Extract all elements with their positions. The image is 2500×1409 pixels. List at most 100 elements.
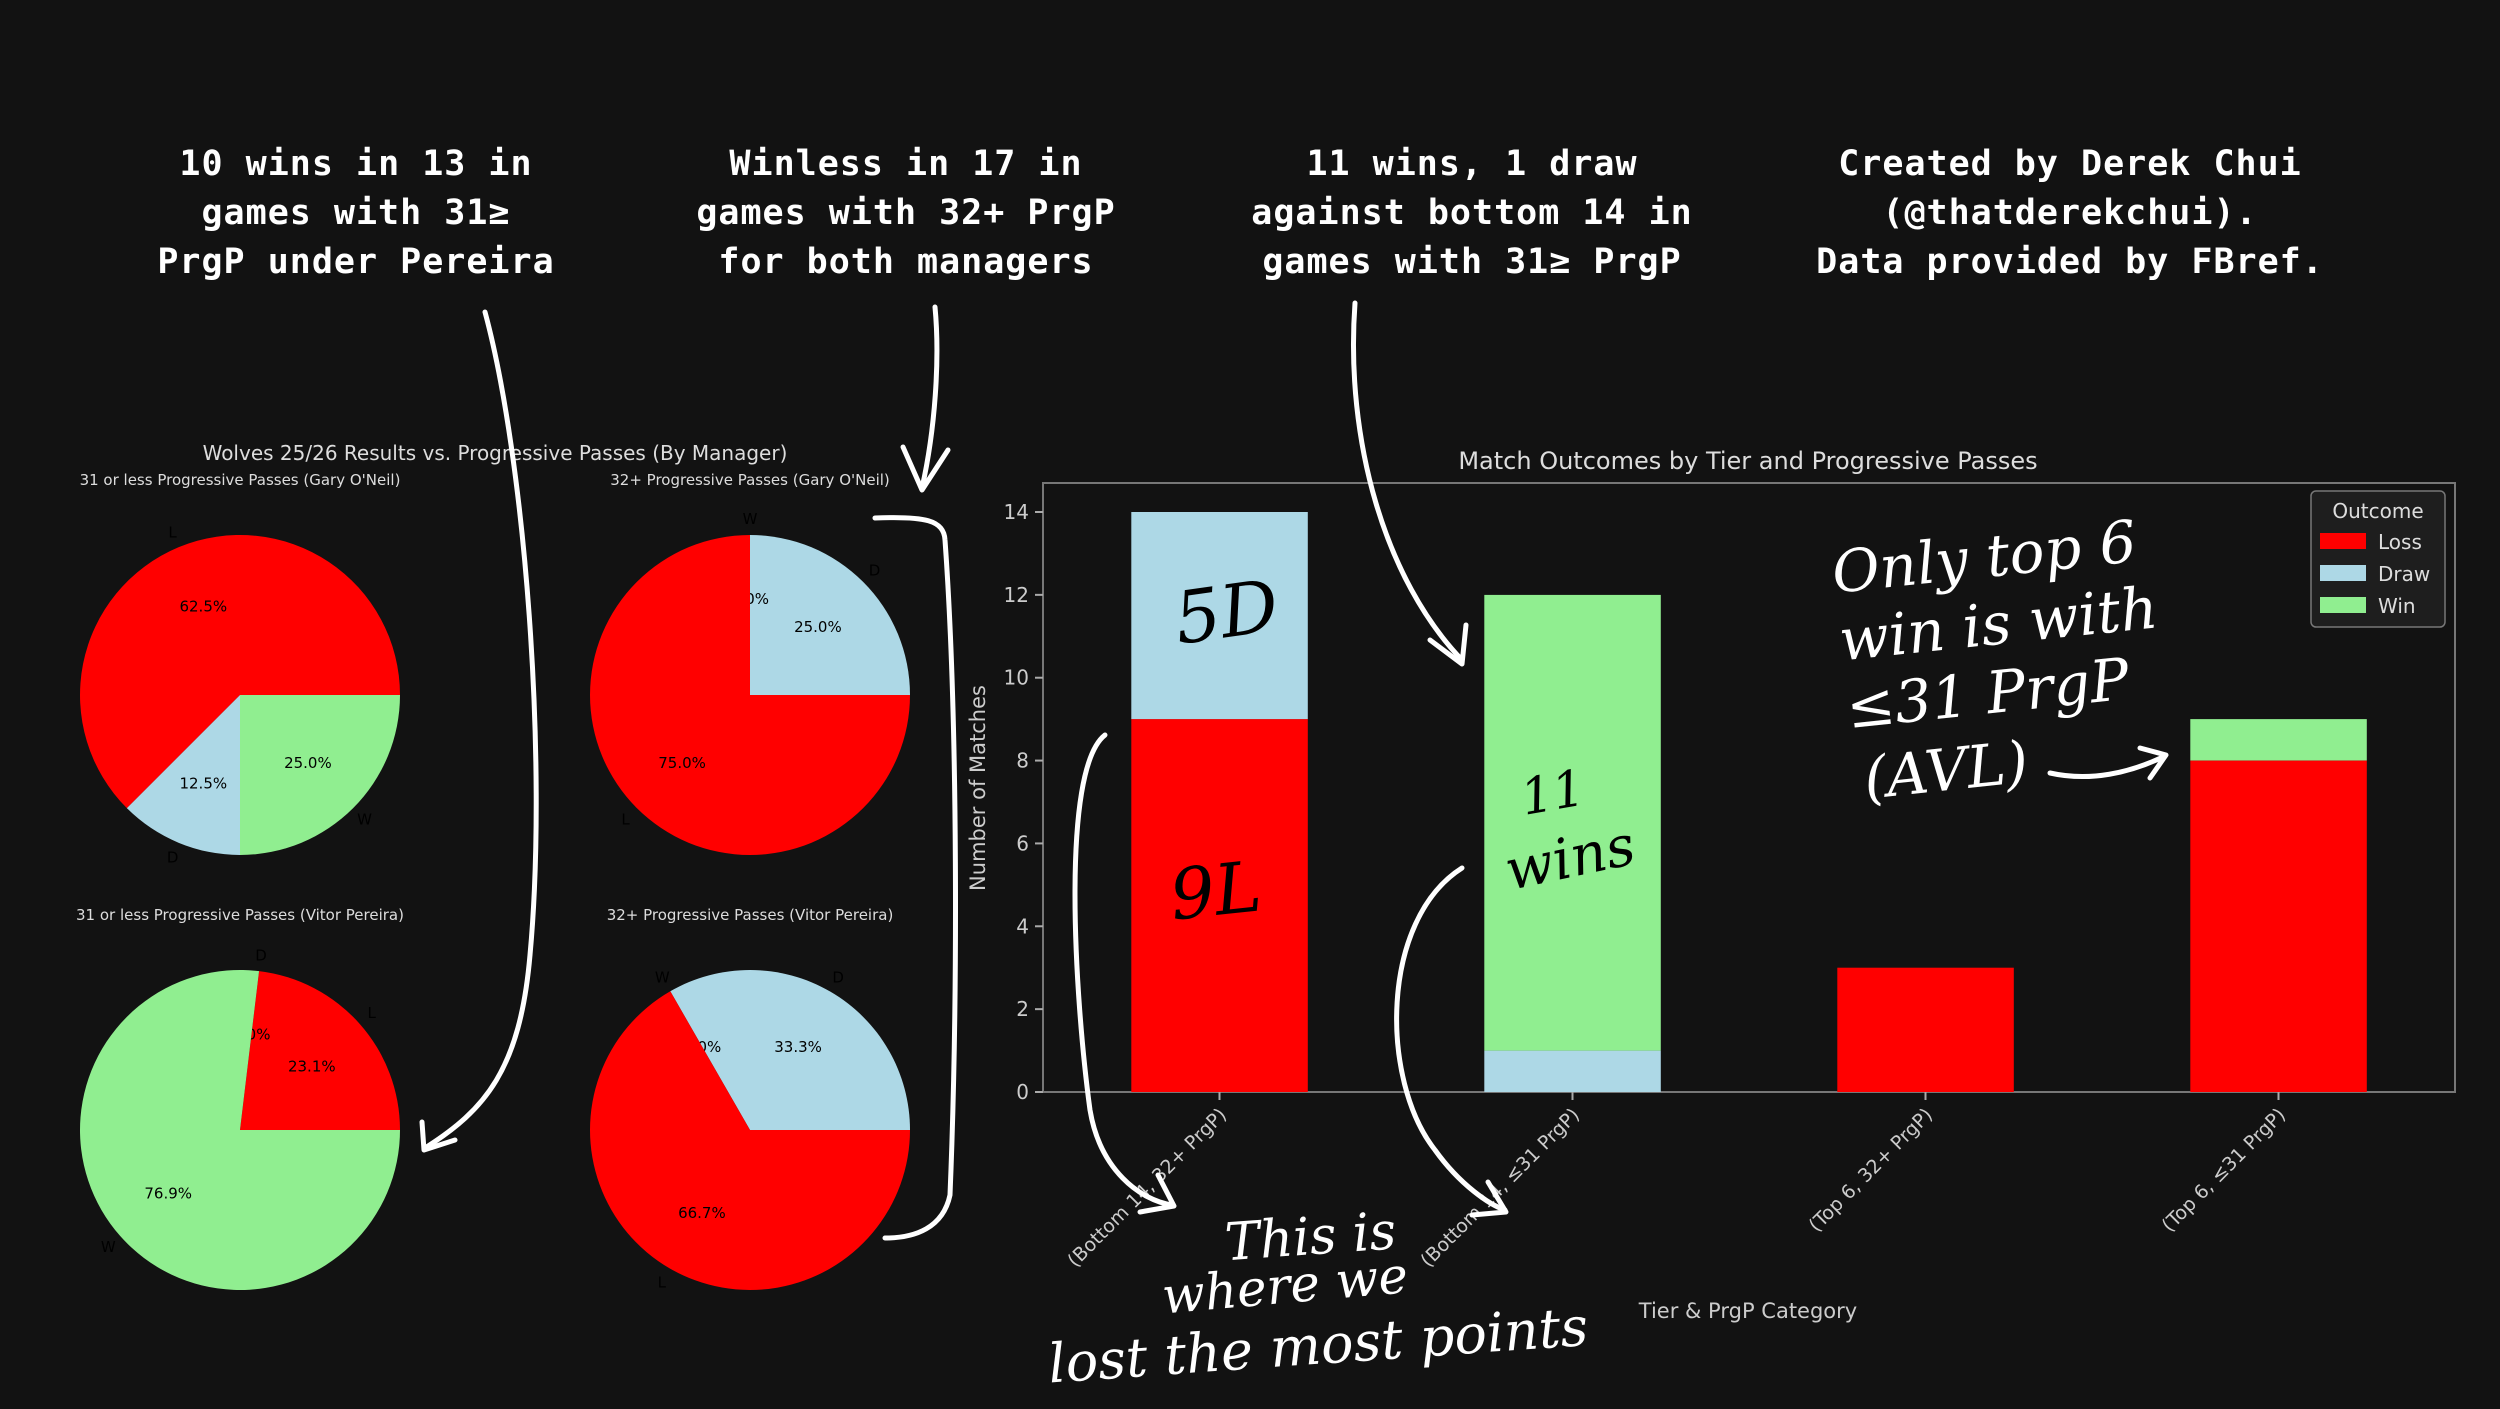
pie-chart-oneil-low: 31 or less Progressive Passes (Gary O'Ne… [80,471,401,867]
x-tick-label: (Top 6, 32+ PrgP) [1805,1104,1937,1236]
bar-segment-win [2190,719,2367,761]
pie-slice-L [590,535,910,855]
note-top6: Only top 6 win is with ≤31 PrgP (AVL) [1829,507,2161,813]
pie-category-label: D [255,946,267,964]
y-tick-label: 0 [1016,1080,1029,1104]
note-nine-losses: 9L [1166,845,1265,936]
pie-pct-label: 66.7% [678,1204,726,1222]
y-tick-label: 14 [1004,500,1029,524]
pie-chart-pereira-high: 32+ Progressive Passes (Vitor Pereira) 3… [590,906,910,1291]
note-five-draws: 5D [1169,563,1283,661]
pie-slice-L [79,535,400,809]
pie-suptitle: Wolves 25/26 Results vs. Progressive Pas… [203,441,788,465]
bar-series [1131,512,2367,1092]
pie-slice-D [126,695,240,855]
arrow-to-top6-low-bar [2047,753,2168,780]
pie-pct-label: 75.0% [658,754,706,772]
pie-category-label: W [357,811,372,829]
bar-chart-title: Match Outcomes by Tier and Progressive P… [1458,447,2037,475]
bar-x-axis-label: Tier & PrgP Category [1638,1299,1857,1323]
pie-pct-label: 12.5% [179,775,227,793]
y-tick-label: 10 [1004,666,1029,690]
note-lost-points: This is where we lost the most points [1046,1201,1590,1395]
pie-pct-label: 25.0% [794,618,842,636]
arrowhead [1469,1179,1509,1218]
brace-32plus [872,515,958,1241]
y-tick-label: 6 [1016,831,1029,855]
pie-pct-label: 33.3% [774,1038,822,1056]
pie-title: 31 or less Progressive Passes (Gary O'Ne… [80,471,401,489]
pie-slices: 33.3%D0.0%W66.7%L [590,968,910,1291]
legend-label-draw: Draw [2378,562,2430,586]
bar-segment-loss [1837,967,2014,1092]
note-eleven: 11 [1516,759,1589,827]
legend-swatch-win [2320,597,2366,613]
pie-category-label: L [168,523,177,541]
bar-y-axis: 0 2 4 6 8 10 12 14 [1004,500,1043,1104]
bar-segment-loss [2190,760,2367,1092]
arrow-to-bottom14-low-bar [1350,300,1465,663]
legend-swatch-draw [2320,565,2366,581]
legend-frame [2310,490,2446,628]
bar-segment-draw [1131,512,1308,720]
x-tick-label: (Bottom 14, ≤31 PrgP) [1416,1104,1584,1272]
note-top6-line: (AVL) [1860,728,2031,813]
pie-category-label: L [368,1004,377,1022]
pie-category-label: W [101,1238,116,1256]
bar-segment-loss [1131,719,1308,1092]
pie-category-label: W [655,968,670,986]
pie-chart-oneil-high: 32+ Progressive Passes (Gary O'Neil) 25.… [590,471,910,855]
annotation-arrows [419,300,2169,1241]
pie-pct-label: 25.0% [284,754,332,772]
bar-legend: Outcome Loss Draw Win [2310,490,2446,628]
headline-winless: Winless in 17 in games with 32+ PrgP for… [696,144,1116,282]
pie-chart-pereira-low: 31 or less Progressive Passes (Vitor Per… [76,906,404,1291]
bar-segment-draw [1484,1050,1661,1092]
pie-slice-D [670,970,910,1130]
pie-pct-label: 76.9% [144,1185,192,1203]
y-tick-label: 2 [1016,997,1029,1021]
y-tick-label: 12 [1004,583,1029,607]
arrowhead [900,444,951,493]
pie-slices: 62.5% L 12.5% D 25.0% W [79,523,400,867]
pie-pct-label: 62.5% [179,597,227,615]
pie-category-label: W [743,510,758,528]
pie-category-label: L [658,1273,667,1291]
pie-slice-W [80,970,400,1291]
bar-y-axis-label: Number of Matches [966,685,990,891]
pie-category-label: L [621,811,630,829]
note-lost-points-line: This is [1223,1201,1398,1273]
pie-slice-L [590,991,910,1291]
pie-slice-L [240,971,400,1130]
y-tick-label: 8 [1016,749,1029,773]
bar-segment-win [1484,594,1661,1051]
pie-slices: 25.0%D0.0%W75.0%L [590,510,910,855]
headline-pereira-wins: 10 wins in 13 in games with 31≥ PrgP und… [157,144,555,282]
bar-plot-frame [1042,482,2456,1093]
pie-slice-D [750,535,910,695]
pie-category-label: D [869,562,881,580]
pie-title: 31 or less Progressive Passes (Vitor Per… [76,906,404,924]
pie-slices: 23.1%L0.0%D76.9%W [80,946,400,1291]
x-tick-label: (Top 6, ≤31 PrgP) [2158,1104,2290,1236]
pie-category-label: D [832,969,844,987]
arrowhead [1137,1172,1177,1215]
arrow-to-oneil-high [919,304,940,491]
pie-category-label: D [167,849,179,867]
pie-slice-W [240,695,400,855]
arrow-to-bottom14-high-label [1072,732,1175,1208]
legend-label-win: Win [2378,594,2416,618]
headline-bottom14-wins: 11 wins, 1 draw against bottom 14 in gam… [1251,144,1693,282]
headline-credits: Created by Derek Chui (@thatderekchui). … [1816,144,2324,282]
pie-pct-label: 23.1% [288,1057,336,1075]
arrowhead [1427,622,1469,667]
pie-title: 32+ Progressive Passes (Gary O'Neil) [610,471,890,489]
arrowhead [2137,745,2169,781]
arrow-to-pereira-low [422,309,539,1151]
legend-title: Outcome [2332,499,2423,523]
x-tick-label: (Bottom 14, 32+ PrgP) [1063,1104,1231,1272]
pie-title: 32+ Progressive Passes (Vitor Pereira) [607,906,894,924]
legend-swatch-loss [2320,533,2366,549]
